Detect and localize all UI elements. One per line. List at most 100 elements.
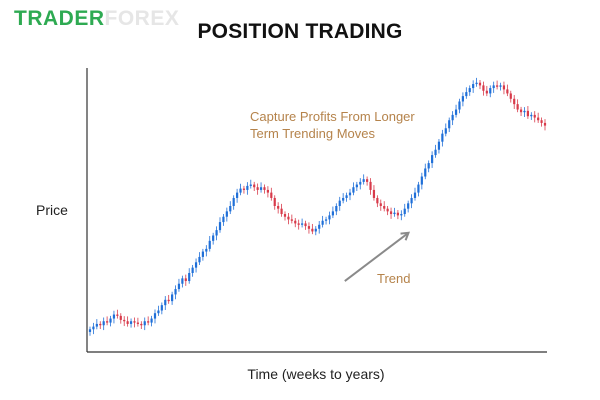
candle-body xyxy=(502,85,506,90)
candle-body xyxy=(420,176,423,185)
trend-arrow xyxy=(344,231,411,282)
candle-body xyxy=(496,85,499,87)
candle-body xyxy=(324,219,328,221)
candle-body xyxy=(338,200,341,206)
candle-body xyxy=(513,98,516,105)
candle-body xyxy=(280,208,283,215)
candle-body xyxy=(116,314,119,316)
candle-body xyxy=(366,179,369,182)
candle-body xyxy=(184,278,187,282)
candle-body xyxy=(301,223,304,225)
candle-body xyxy=(335,206,338,212)
candle-body xyxy=(331,211,334,216)
candle-body xyxy=(427,163,430,169)
brand-logo-part-trader: TRADER xyxy=(14,7,105,30)
candle-body xyxy=(485,90,488,94)
candle-body xyxy=(328,215,331,220)
candle-body xyxy=(458,101,461,110)
trend-label: Trend xyxy=(377,271,411,286)
candle-body xyxy=(201,251,204,257)
candle-body xyxy=(403,208,406,215)
candle-body xyxy=(112,314,116,319)
candle-body xyxy=(273,197,276,206)
candle-body xyxy=(478,82,482,86)
candle-body xyxy=(318,224,321,229)
candle-body xyxy=(129,321,133,324)
candle-body xyxy=(342,197,345,201)
candle-body xyxy=(304,223,307,227)
candle-body xyxy=(140,323,143,326)
candle-body xyxy=(454,109,458,115)
chart-title: POSITION TRADING xyxy=(197,20,403,43)
candle-body xyxy=(259,187,263,190)
candle-body xyxy=(424,168,427,177)
chart-annotation: Capture Profits From Longer Term Trendin… xyxy=(250,108,415,142)
annotation-line-1: Capture Profits From Longer xyxy=(250,109,415,124)
candle-body xyxy=(160,305,163,311)
candle-body xyxy=(181,278,184,284)
brand-logo-part-forex: FOREX xyxy=(104,7,180,30)
candle-body xyxy=(222,216,225,223)
candle-body xyxy=(307,226,311,229)
candles-group xyxy=(88,77,547,336)
candle-body xyxy=(499,85,502,87)
candle-body xyxy=(543,122,547,126)
candle-body xyxy=(407,203,410,209)
candle-body xyxy=(249,184,252,186)
candle-body xyxy=(359,181,362,185)
candle-body xyxy=(533,114,536,118)
candle-body xyxy=(540,120,543,123)
candle-body xyxy=(236,192,239,198)
candle-body xyxy=(396,212,399,216)
candle-body xyxy=(102,321,105,326)
candle-body xyxy=(171,294,174,302)
x-axis-label: Time (weeks to years) xyxy=(247,366,385,382)
candle-body xyxy=(177,283,181,290)
candle-body xyxy=(369,181,372,190)
candle-body xyxy=(451,114,454,121)
candle-body xyxy=(376,197,379,204)
candle-body xyxy=(239,188,242,193)
candle-body xyxy=(472,84,475,89)
candle-body xyxy=(136,322,139,324)
candle-body xyxy=(389,211,393,215)
candle-body xyxy=(263,187,266,190)
candle-body xyxy=(448,120,451,129)
trend-arrow-head xyxy=(400,231,411,241)
candle-body xyxy=(492,85,495,89)
candle-body xyxy=(475,82,478,85)
candle-body xyxy=(290,219,293,221)
candle-body xyxy=(266,189,269,193)
candle-body xyxy=(218,222,222,231)
candle-body xyxy=(225,211,228,217)
candle-body xyxy=(277,206,280,209)
candle-body xyxy=(345,195,348,198)
candle-body xyxy=(523,110,526,113)
candle-body xyxy=(321,220,324,225)
candle-body xyxy=(482,85,485,91)
candle-body xyxy=(297,223,300,225)
candle-body xyxy=(519,109,523,113)
candle-body xyxy=(106,321,109,323)
candle-body xyxy=(413,192,417,198)
candle-body xyxy=(212,235,215,241)
candle-body xyxy=(147,321,150,323)
candle-body xyxy=(88,329,92,332)
brand-logo: TRADERFOREX xyxy=(14,6,179,32)
candle-body xyxy=(188,273,191,282)
candle-body xyxy=(362,179,365,182)
candle-body xyxy=(253,184,256,188)
candle-body xyxy=(198,256,201,263)
candle-body xyxy=(287,216,290,220)
candle-body xyxy=(441,133,444,142)
candle-body xyxy=(92,326,95,330)
candle-body xyxy=(229,206,232,212)
candle-body xyxy=(489,88,492,94)
candle-body xyxy=(126,321,129,324)
candle-body xyxy=(348,192,352,196)
candle-body xyxy=(526,110,529,117)
candle-body xyxy=(383,206,386,209)
candle-body xyxy=(314,228,317,232)
candle-body xyxy=(410,197,413,204)
candle-body xyxy=(355,184,358,188)
